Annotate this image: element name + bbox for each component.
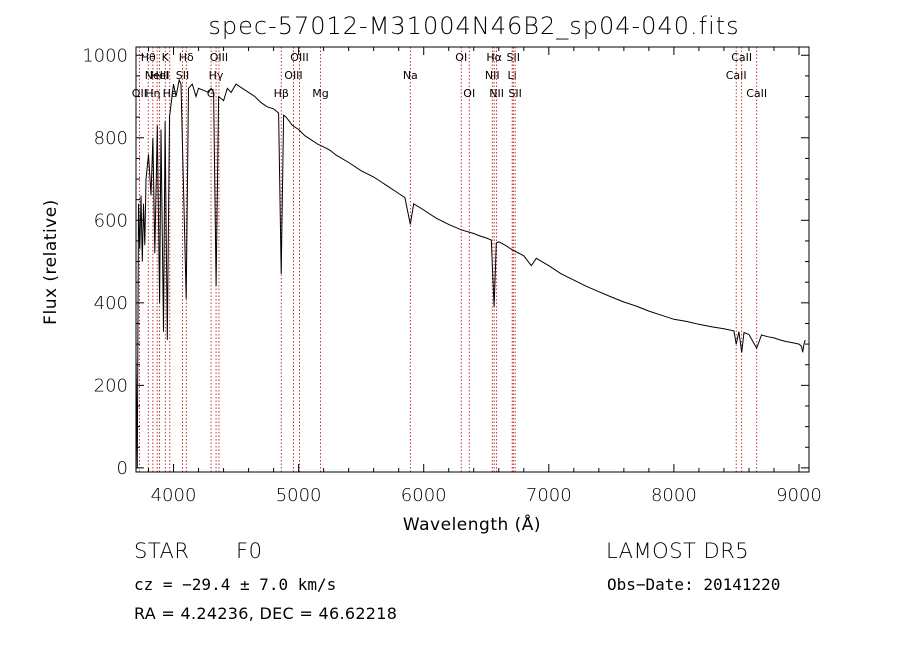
marker-label: Li — [508, 69, 517, 82]
y-tick-label: 800 — [94, 128, 128, 149]
x-tick-label: 7000 — [526, 485, 572, 506]
marker-label: OIII — [290, 51, 308, 64]
marker-label: SII — [507, 51, 520, 64]
marker-label: CaII — [731, 51, 752, 64]
x-axis-label: Wavelength (Å) — [403, 513, 541, 535]
x-tick-label: 6000 — [401, 485, 447, 506]
y-axis-label: Flux (relative) — [41, 199, 61, 325]
marker-label: Hγ — [209, 69, 224, 82]
marker-label: OI — [455, 51, 467, 64]
observation-date: Obs−Date: 20141220 — [607, 575, 781, 594]
x-tick-label: 4000 — [151, 485, 197, 506]
plot-frame — [135, 46, 810, 473]
marker-label: HeI — [150, 69, 168, 82]
marker-label: NII — [489, 87, 504, 100]
marker-label: OIII — [210, 51, 228, 64]
y-tick-label: 600 — [94, 210, 128, 231]
marker-label: NeIII — [145, 69, 170, 82]
marker-label: Hδ — [179, 51, 194, 64]
y-tick-label: 1000 — [82, 45, 128, 66]
x-tick-label: 8000 — [651, 485, 697, 506]
object-subclass: F0 — [236, 539, 263, 563]
x-tick-label: 5000 — [276, 485, 322, 506]
ra-dec-coordinates: RA = 4.24236, DEC = 46.62218 — [134, 604, 398, 623]
marker-label: Na — [403, 69, 418, 82]
marker-label: CaII — [726, 69, 747, 82]
spectrum-line — [135, 78, 806, 468]
object-class: STAR — [134, 539, 190, 563]
marker-label: Hα — [486, 51, 502, 64]
y-tick-label: 0 — [117, 458, 128, 479]
survey-label: LAMOST DR5 — [606, 539, 750, 563]
marker-label: Hη — [145, 87, 160, 100]
marker-label: Hθ — [141, 51, 156, 64]
axis-ticks: 4000 5000 6000 7000 8000 9000 0 200 400 600 800 100… — [82, 45, 822, 506]
marker-label: SII — [508, 87, 521, 100]
marker-label: OIII — [284, 69, 302, 82]
line-marker-group: OIIHθHηNeIIIHeIKHεSIIHδGHγOIIIHβOIIIOIII… — [132, 47, 767, 472]
marker-label: G — [207, 87, 216, 100]
marker-label: K — [162, 51, 170, 64]
marker-label: NII — [485, 69, 500, 82]
y-tick-label: 200 — [94, 375, 128, 396]
marker-label: CaII — [746, 87, 767, 100]
chart-title: spec-57012-M31004N46B2_sp04-040.fits — [208, 12, 739, 40]
redshift-velocity: cz = −29.4 ± 7.0 km/s — [134, 575, 337, 594]
x-tick-label: 9000 — [776, 485, 822, 506]
marker-label: Hε — [163, 87, 177, 100]
marker-label: OI — [463, 87, 475, 100]
y-tick-label: 400 — [94, 293, 128, 314]
marker-label: SII — [176, 69, 189, 82]
marker-label: Mg — [312, 87, 328, 100]
marker-label: Hβ — [274, 87, 289, 100]
